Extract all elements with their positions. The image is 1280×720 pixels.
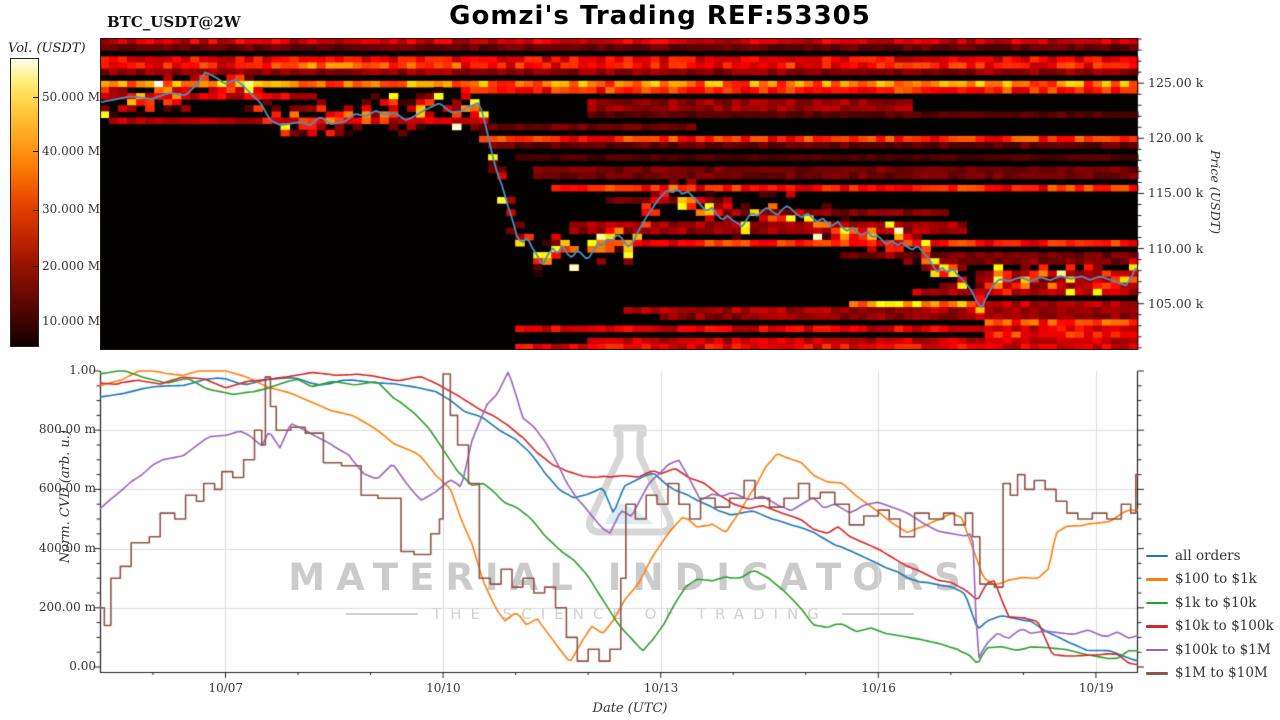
cvd-x-tick-label: 10/16 [861, 681, 896, 695]
cvd-y-tick-label: 600.00 m [38, 481, 96, 496]
cvd-y-tick-label: 200.00 m [38, 599, 96, 614]
cvd-x-tick-label: 10/10 [426, 681, 461, 695]
legend-label: $1M to $10M [1175, 665, 1268, 682]
legend-line-sample [1146, 672, 1168, 675]
cvd-y-tick-label: 800.00 m [38, 422, 96, 437]
legend-line-sample [1146, 601, 1168, 604]
legend-label: $100 to $1k [1175, 571, 1257, 588]
legend-label: $1k to $10k [1175, 594, 1257, 611]
legend-label: all orders [1175, 547, 1241, 564]
legend-line-sample [1146, 578, 1168, 581]
colorbar-tick [33, 151, 38, 153]
price-tick-label: 105.00 k [1148, 295, 1204, 311]
colorbar-label: Vol. (USDT) [8, 41, 86, 56]
price-tick-label: 115.00 k [1148, 185, 1204, 201]
cvd-y-tick-label: 400.00 m [38, 540, 96, 555]
price-axis-label: Price (USDT) [1208, 150, 1223, 234]
colorbar-tick [33, 209, 38, 211]
cvd-x-tick-label: 10/13 [643, 681, 679, 695]
colorbar-tick-label: 20.000 M [42, 258, 101, 273]
legend-item: $100 to $1k [1146, 568, 1274, 592]
price-tick-label: 120.00 k [1148, 130, 1204, 146]
legend-item: all orders [1146, 544, 1274, 568]
price-tick-label: 110.00 k [1148, 240, 1204, 256]
cvd-x-tick-label: 10/19 [1078, 681, 1114, 695]
legend-label: $100k to $1M [1175, 641, 1271, 658]
legend-line-sample [1146, 648, 1168, 651]
colorbar-tick-label: 30.000 M [42, 202, 101, 217]
colorbar-tick [33, 321, 38, 323]
cvd-line-plot [92, 365, 1146, 685]
colorbar-tick-label: 50.000 M [42, 89, 101, 104]
cvd-y-tick-label: 0.00 [69, 659, 96, 673]
legend-line-sample [1146, 554, 1168, 557]
price-tick-label: 125.00 k [1148, 75, 1204, 91]
legend-item: $10k to $100k [1146, 615, 1274, 639]
legend-line-sample [1146, 625, 1168, 628]
legend-item: $1k to $10k [1146, 591, 1274, 615]
page-title: Gomzi's Trading REF:53305 [449, 1, 871, 31]
legend-item: $1M to $10M [1146, 662, 1274, 686]
colorbar-tick-label: 40.000 M [42, 143, 101, 158]
cvd-x-tick-label: 10/07 [208, 681, 244, 695]
liquidity-heatmap-plot [100, 38, 1146, 350]
legend: all orders $100 to $1k $1k to $10k $10k to … [1146, 544, 1274, 685]
cvd-y-tick-label: 1.00 [69, 363, 96, 377]
colorbar-tick [33, 266, 38, 268]
volume-colorbar [10, 58, 39, 347]
legend-item: $100k to $1M [1146, 638, 1274, 662]
legend-label: $10k to $100k [1175, 618, 1274, 635]
symbol-label: BTC_USDT@2W [107, 13, 241, 31]
colorbar-tick [33, 97, 38, 99]
colorbar-tick-label: 10.000 M [42, 314, 101, 329]
date-axis-label: Date (UTC) [592, 701, 668, 716]
